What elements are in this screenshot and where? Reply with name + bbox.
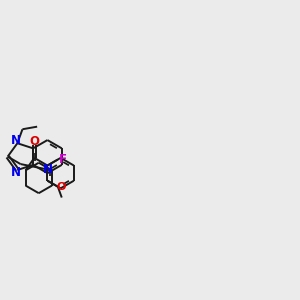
Text: O: O [57,182,66,192]
Text: N: N [43,163,52,176]
Text: N: N [11,134,21,147]
Text: F: F [58,153,66,166]
Text: N: N [11,166,21,179]
Text: O: O [29,135,39,148]
